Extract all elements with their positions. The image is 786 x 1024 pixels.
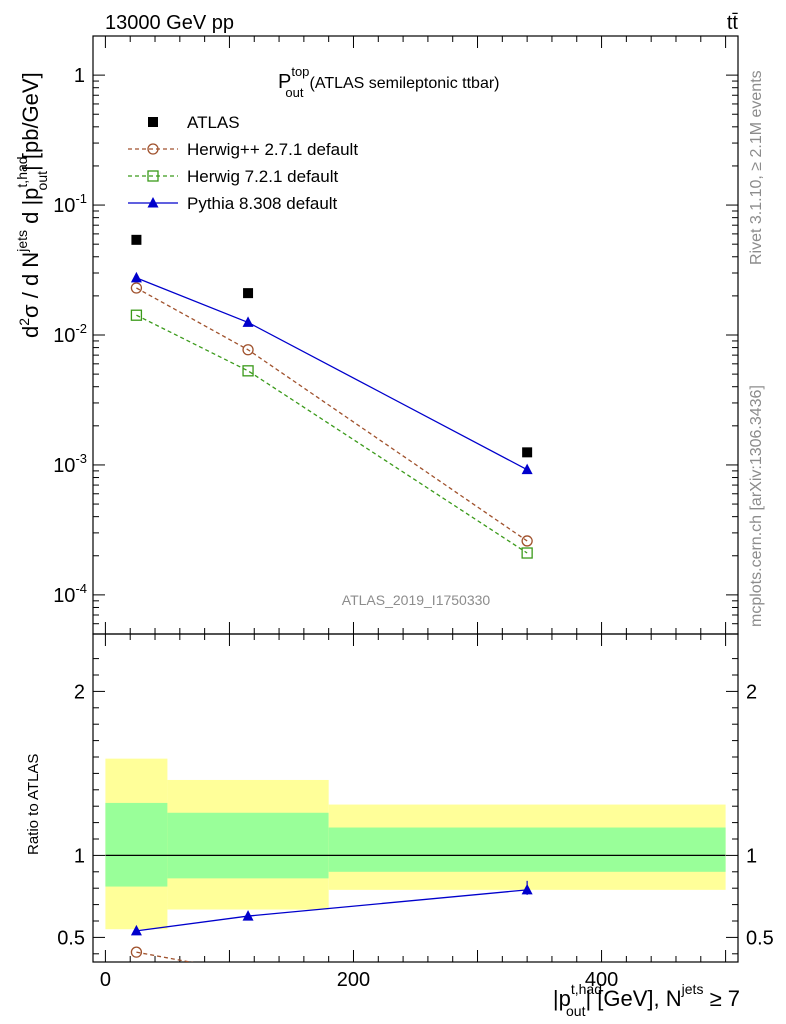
ratio-data-point — [242, 910, 254, 921]
mcplots-info-label: mcplots.cern.ch [arXiv:1306.3436] — [748, 385, 765, 627]
rivet-info-label: Rivet 3.1.10, ≥ 2.1M events — [748, 70, 765, 265]
legend-marker — [147, 197, 159, 208]
analysis-label: ATLAS_2019_I1750330 — [342, 592, 491, 608]
ratio-plot-frame — [92, 633, 739, 963]
y-tick-label: 1 — [74, 65, 85, 87]
uncertainty-band-inner — [105, 802, 168, 887]
data-point — [521, 547, 533, 559]
ratio-y-tick-label: 0.5 — [746, 927, 774, 949]
x-tick-label: 0 — [100, 969, 111, 991]
data-point — [242, 344, 254, 356]
y-tick-label: 10-2 — [53, 321, 87, 347]
data-point — [521, 463, 533, 475]
data-point — [521, 535, 533, 547]
series-line — [136, 314, 528, 554]
ratio-data-point — [243, 968, 253, 978]
x-tick-label: 400 — [585, 969, 618, 991]
legend: ATLAS Herwig++ 2.7.1 default Herwig 7.2.1 … — [128, 113, 358, 213]
series-line — [136, 287, 528, 542]
y-tick-label: 10-1 — [53, 191, 87, 217]
plot-title: Ptop out(ATLAS semileptonic ttbar) — [278, 64, 500, 100]
legend-label: Herwig++ 2.7.1 default — [187, 140, 358, 159]
ratio-data-point — [130, 946, 143, 958]
ratio-y-axis-label: Ratio to ATLAS — [25, 754, 42, 855]
data-point — [242, 365, 254, 377]
legend-label: Herwig 7.2.1 default — [187, 167, 338, 186]
ratio-y-tick-label: 2 — [746, 681, 757, 703]
x-axis-label: |pt,had out| [GeV], Njets ≥ 7 — [553, 981, 740, 1019]
data-point — [130, 282, 143, 294]
ratio-data-point — [522, 982, 532, 992]
series-line — [136, 277, 528, 471]
legend-marker — [147, 170, 159, 182]
ratio-y-tick-label: 2 — [74, 681, 85, 703]
data-point — [522, 447, 533, 458]
ratio-y-tick-label: 0.5 — [57, 927, 85, 949]
main-plot-area: 1 10-1 10-2 10-3 10-4 — [53, 35, 739, 635]
data-point — [131, 234, 142, 245]
uncertainty-band-inner — [167, 812, 329, 879]
ratio-plot-area: 0 200 400 0.5 0.5 1 1 2 2 — [57, 633, 774, 992]
y-tick-label: 10-4 — [53, 581, 87, 607]
y-tick-label: 10-3 — [53, 451, 87, 477]
x-tick-label: 200 — [337, 969, 370, 991]
data-point — [242, 316, 254, 327]
ratio-y-tick-label: 1 — [746, 845, 757, 867]
header-process-label: tt̄ — [727, 12, 739, 34]
ratio-series — [130, 880, 533, 992]
legend-label: Pythia 8.308 default — [187, 194, 338, 213]
data-point — [243, 288, 254, 299]
main-y-axis-label: d2σ / d Njets d |pt,had out| [pb/GeV] — [14, 72, 50, 338]
ratio-y-tick-label: 1 — [74, 845, 85, 867]
ratio-data-point — [130, 924, 142, 936]
legend-label: ATLAS — [187, 113, 240, 132]
ratio-series-line — [136, 951, 194, 962]
data-point — [130, 309, 143, 321]
data-point — [130, 271, 142, 283]
legend-marker — [148, 117, 158, 127]
legend-marker — [147, 143, 159, 155]
uncertainty-band-inner — [328, 827, 726, 872]
header-energy-label: 13000 GeV pp — [105, 12, 234, 34]
